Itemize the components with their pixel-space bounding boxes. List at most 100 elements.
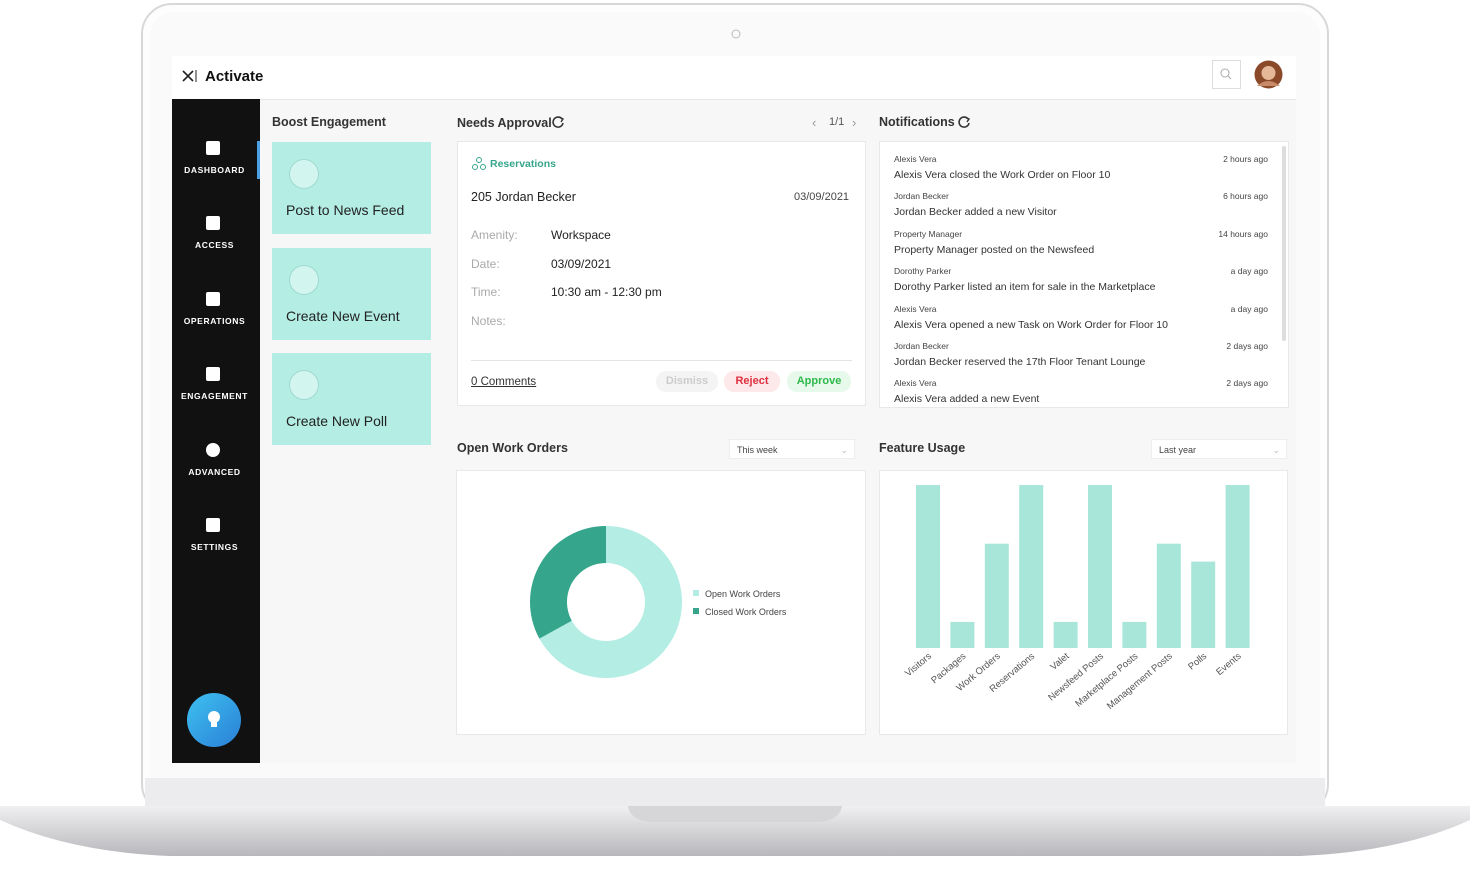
top-bar	[172, 56, 1296, 100]
bar	[1088, 485, 1112, 648]
section-title: Notifications	[879, 115, 955, 129]
section-title: Boost Engagement	[272, 115, 386, 129]
filter-dropdown[interactable]: Last year ⌄	[1151, 439, 1287, 459]
nav-label: SETTINGS	[190, 542, 239, 552]
bar	[1191, 561, 1216, 648]
notification-author: Jordan Becker	[894, 191, 949, 202]
reservation-icon	[472, 157, 486, 170]
notification-text: Property Manager posted on the Newsfeed	[894, 243, 1095, 256]
nav-item[interactable]: ENGAGEMENT	[172, 364, 257, 408]
x-tick-label: Polls	[1186, 651, 1209, 673]
legend-swatch	[693, 590, 699, 596]
notification-time: 2 hours ago	[1223, 154, 1268, 164]
bar	[1122, 621, 1147, 648]
notification-author: Property Manager	[894, 228, 963, 239]
refresh-icon[interactable]	[957, 115, 971, 129]
field-value: 03/09/2021	[551, 256, 612, 271]
chart-title: Feature Usage	[879, 441, 966, 455]
sidebar	[172, 99, 260, 763]
notification-time: 2 days ago	[1226, 341, 1268, 351]
nav-item[interactable]: ACCESS	[172, 213, 257, 257]
bar	[1156, 543, 1181, 648]
action-label: Create New Poll	[286, 413, 388, 429]
field-label: Time:	[471, 285, 501, 300]
notification-author: Jordan Becker	[894, 341, 949, 351]
approval-date: 03/09/2021	[794, 191, 850, 203]
notification-text: Alexis Vera opened a new Task on Work Or…	[894, 318, 1168, 331]
legend-label: Closed Work Orders	[705, 607, 787, 617]
notification-time: 6 hours ago	[1223, 191, 1268, 202]
nav-icon	[206, 141, 220, 155]
filter-label: Last year	[1159, 445, 1197, 455]
nav-item[interactable]: ADVANCED	[172, 440, 257, 484]
help-button[interactable]	[186, 692, 242, 748]
notification-text: Alexis Vera closed the Work Order on Flo…	[894, 169, 1111, 181]
action-button[interactable]: Reject	[724, 371, 780, 392]
legend-label: Open Work Orders	[705, 589, 781, 599]
notification-text: Jordan Becker added a new Visitor	[894, 206, 1057, 219]
notification-author: Alexis Vera	[894, 303, 937, 314]
x-tick-label: Visitors	[903, 651, 934, 679]
notification-time: a day ago	[1230, 303, 1268, 314]
field-label: Amenity:	[471, 228, 518, 242]
bar	[950, 621, 975, 648]
notification-time: 14 hours ago	[1218, 228, 1268, 239]
notification-text: Alexis Vera added a new Event	[894, 393, 1040, 406]
action-button[interactable]: Approve	[787, 371, 851, 392]
next-button[interactable]: ›	[852, 115, 857, 130]
x-tick-label: Events	[1214, 651, 1244, 678]
notification-time: 2 days ago	[1226, 378, 1268, 389]
action-label: Create New Event	[286, 307, 400, 324]
notification-author: Alexis Vera	[894, 378, 937, 389]
bar	[1053, 621, 1078, 648]
field-value: Workspace	[551, 228, 611, 242]
comments-link[interactable]: 0 Comments	[471, 376, 537, 388]
action-card[interactable]: Post to News Feed	[272, 142, 431, 234]
notification-author: Alexis Vera	[894, 154, 937, 164]
x-tick-label: Valet	[1048, 651, 1071, 673]
donut-segment	[530, 526, 606, 639]
action-card[interactable]: Create New Poll	[272, 353, 431, 445]
scrollbar	[1282, 146, 1286, 341]
avatar[interactable]	[1254, 60, 1283, 89]
notification-time: a day ago	[1230, 266, 1268, 277]
action-button[interactable]: Dismiss	[656, 371, 718, 392]
section-title: Needs Approval	[457, 116, 552, 130]
action-card[interactable]: Create New Event	[272, 247, 431, 340]
action-icon	[289, 370, 319, 400]
field-label: Date:	[471, 256, 500, 271]
nav-item[interactable]: SETTINGS	[172, 515, 257, 559]
prev-button[interactable]: ‹	[812, 115, 817, 130]
logo-icon	[182, 70, 197, 82]
action-icon	[289, 159, 319, 189]
pager: 1/1	[829, 116, 845, 128]
filter-label: This week	[737, 445, 778, 455]
nav-item[interactable]: DASHBOARD	[172, 138, 257, 182]
bar	[1225, 485, 1250, 648]
active-indicator	[257, 141, 260, 179]
donut-chart: Open Work Orders Closed Work Orders	[456, 470, 866, 735]
chart-title: Open Work Orders	[457, 441, 568, 455]
nav-icon	[206, 518, 220, 532]
notification-list: Alexis Vera 2 hours ago Alexis Vera closed…	[879, 141, 1289, 408]
category: Reservations	[490, 158, 556, 170]
nav-label: OPERATIONS	[183, 315, 246, 326]
nav-icon	[206, 442, 220, 457]
notification-author: Dorothy Parker	[894, 266, 952, 277]
filter-dropdown[interactable]: This week ⌄	[729, 439, 855, 459]
legend-swatch	[693, 608, 699, 614]
approval-heading: 205 Jordan Becker	[471, 190, 576, 204]
field-label: Notes:	[471, 314, 506, 329]
nav-item[interactable]: OPERATIONS	[172, 289, 257, 333]
action-icon	[289, 264, 319, 295]
bar	[984, 543, 1009, 648]
nav-label: ADVANCED	[188, 466, 241, 477]
divider	[471, 360, 852, 361]
refresh-icon[interactable]	[551, 115, 565, 129]
approval-card	[457, 141, 866, 406]
search-button[interactable]	[1212, 60, 1241, 89]
action-label: Post to News Feed	[286, 202, 405, 218]
nav-label: DASHBOARD	[184, 165, 245, 175]
